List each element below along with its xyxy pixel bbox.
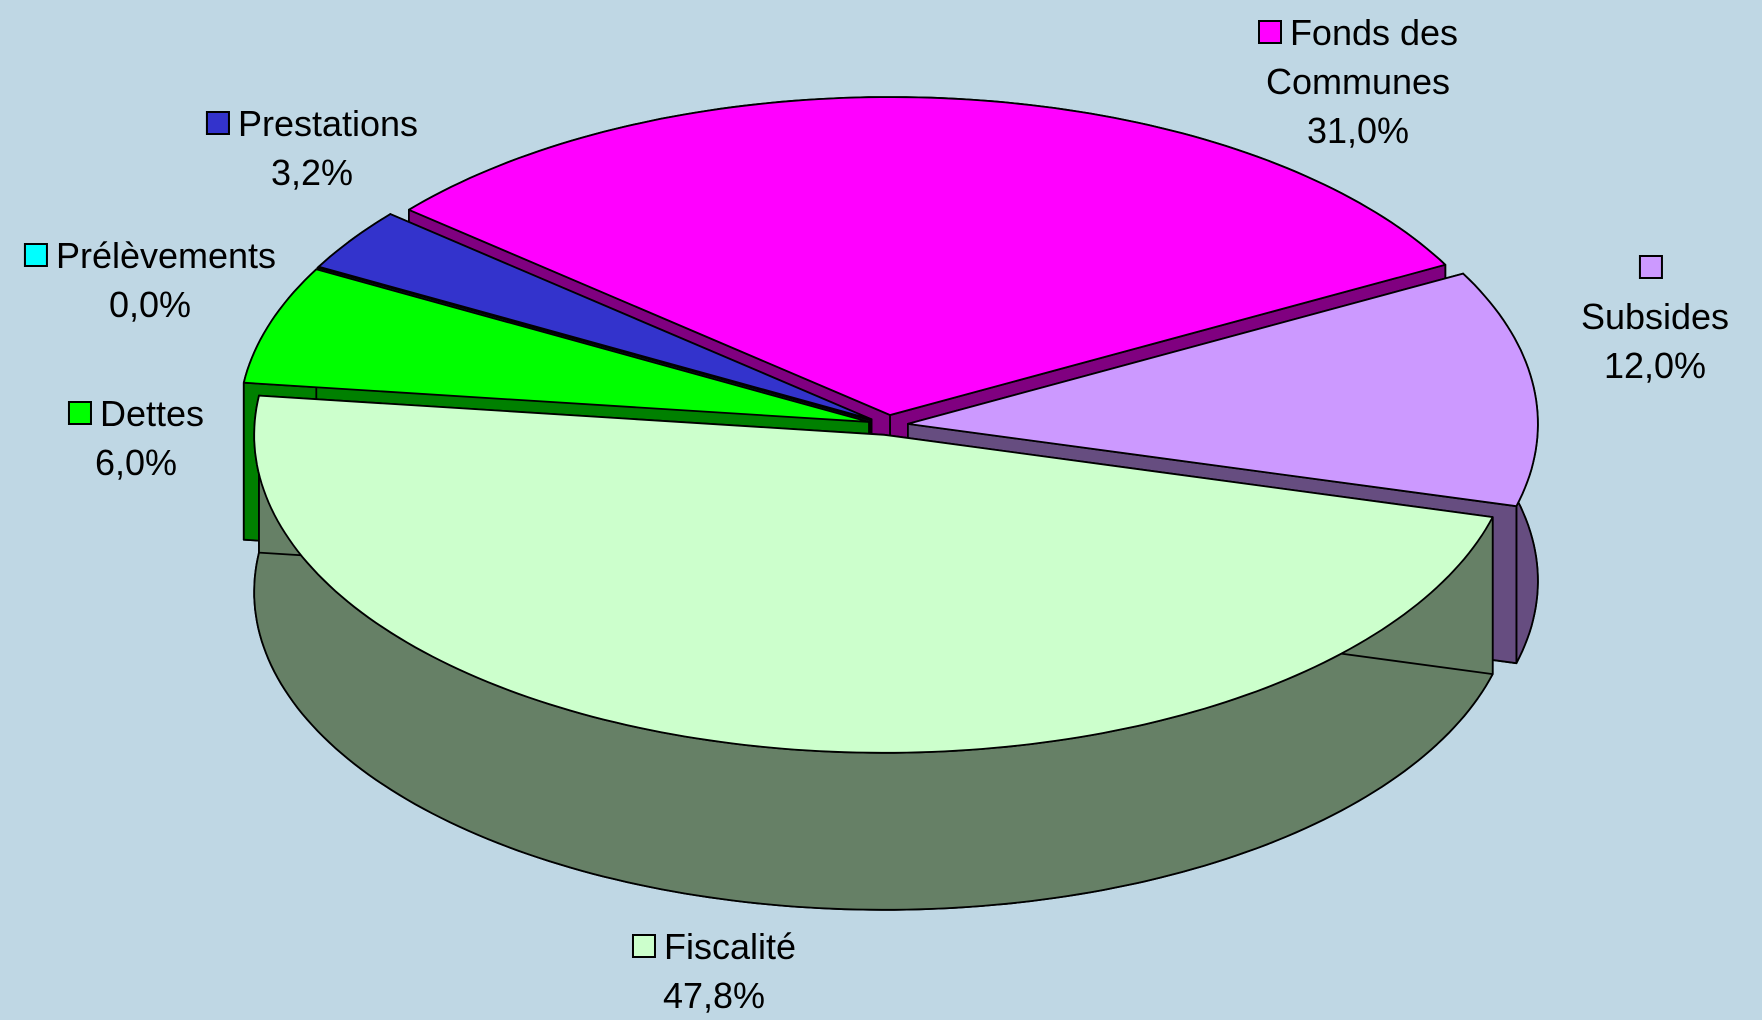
category-name: Fonds des Communes xyxy=(1265,12,1459,102)
data-label: Fiscalité 47,8% xyxy=(631,922,797,1020)
category-name: Fiscalité xyxy=(663,926,797,967)
legend-swatch xyxy=(23,243,48,268)
slice-top xyxy=(408,96,1447,416)
label-name-line: Dettes xyxy=(67,389,205,438)
category-name: Subsides xyxy=(1580,296,1730,337)
data-label: Subsides 12,0% xyxy=(1581,243,1729,390)
slice-top xyxy=(906,272,1539,508)
label-name-line: Fonds des Communes xyxy=(1238,8,1478,106)
legend-swatch xyxy=(67,401,92,426)
data-label: Fonds des Communes 31,0% xyxy=(1238,8,1478,155)
legend-swatch xyxy=(205,111,230,136)
slice-top xyxy=(316,266,872,422)
label-name-line: Prestations xyxy=(205,99,419,148)
slice-top xyxy=(242,268,870,423)
category-name: Prestations xyxy=(237,103,419,144)
label-name-line: Subsides xyxy=(1581,243,1729,341)
label-name-line: Prélèvements xyxy=(23,231,277,280)
data-label: Prestations 3,2% xyxy=(205,99,419,197)
value-label: 6,0% xyxy=(94,442,178,483)
category-name: Prélèvements xyxy=(55,235,277,276)
slice xyxy=(253,394,1494,911)
data-label: Dettes 6,0% xyxy=(67,389,205,487)
slice-top xyxy=(253,394,1494,754)
slice-top xyxy=(317,213,873,421)
value-label: 47,8% xyxy=(662,975,766,1016)
label-name-line: Fiscalité xyxy=(631,922,797,971)
value-label: 3,2% xyxy=(270,152,354,193)
value-label: 12,0% xyxy=(1603,345,1707,386)
legend-swatch xyxy=(631,934,656,959)
category-name: Dettes xyxy=(99,393,205,434)
legend-swatch xyxy=(1638,255,1663,280)
value-label: 0,0% xyxy=(108,284,192,325)
legend-swatch xyxy=(1257,20,1282,45)
data-label: Prélèvements 0,0% xyxy=(23,231,277,329)
value-label: 31,0% xyxy=(1306,110,1410,151)
